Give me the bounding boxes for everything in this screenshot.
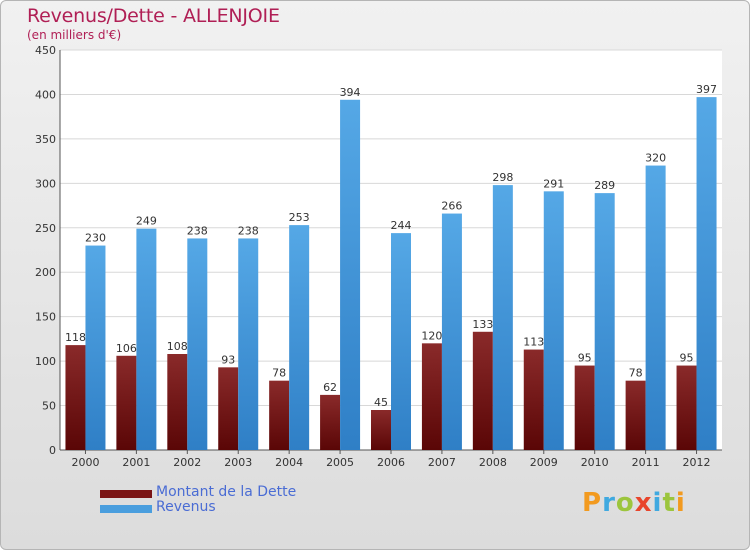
y-tick-label: 150: [35, 311, 56, 324]
y-tick-label: 300: [35, 177, 56, 190]
bar-dette: [472, 331, 493, 450]
data-label-revenus: 291: [543, 177, 564, 190]
legend-swatch-dette: [100, 490, 152, 498]
data-label-revenus: 244: [391, 219, 412, 232]
data-label-revenus: 394: [340, 86, 361, 99]
data-label-revenus: 249: [136, 215, 157, 228]
y-tick-label: 200: [35, 266, 56, 279]
data-label-dette: 78: [629, 367, 643, 380]
x-tick-label: 2008: [479, 456, 507, 469]
bar-revenus: [391, 233, 411, 450]
logo-letter: i: [675, 488, 686, 518]
bar-dette: [574, 365, 595, 450]
bar-revenus: [187, 238, 208, 450]
data-label-dette: 113: [523, 336, 544, 349]
y-tick-label: 350: [35, 133, 56, 146]
bar-dette: [371, 410, 391, 450]
bar-revenus: [543, 191, 564, 451]
bar-revenus: [340, 99, 361, 451]
data-label-dette: 106: [116, 342, 137, 355]
bar-revenus: [238, 238, 259, 450]
bar-dette: [625, 380, 646, 450]
data-label-dette: 93: [221, 353, 235, 366]
bar-dette: [167, 354, 188, 450]
logo-letter: i: [652, 488, 663, 518]
legend-label-dette: Montant de la Dette: [156, 484, 297, 500]
data-label-dette: 118: [65, 331, 86, 344]
x-tick-label: 2012: [683, 456, 711, 469]
x-tick-label: 2011: [632, 456, 660, 469]
bar-revenus: [492, 185, 513, 450]
logo-letter: r: [602, 488, 616, 518]
x-tick-label: 2005: [326, 456, 354, 469]
bar-dette: [523, 349, 544, 450]
data-label-dette: 78: [272, 367, 286, 380]
logo-letter: o: [615, 488, 635, 518]
data-label-dette: 108: [167, 340, 188, 353]
data-label-dette: 120: [421, 329, 442, 342]
bar-dette: [421, 343, 442, 450]
data-label-dette: 45: [374, 396, 388, 409]
x-tick-label: 2006: [377, 456, 405, 469]
bar-dette: [116, 355, 137, 450]
x-tick-label: 2007: [428, 456, 456, 469]
logo-letter: P: [582, 488, 603, 518]
data-label-revenus: 397: [696, 83, 717, 96]
bar-revenus: [594, 193, 615, 450]
data-label-revenus: 266: [441, 200, 462, 213]
chart-title: Revenus/Dette - ALLENJOIE: [27, 5, 280, 27]
y-tick-label: 50: [42, 400, 56, 413]
data-label-revenus: 298: [492, 171, 513, 184]
legend-label-revenus: Revenus: [156, 499, 216, 515]
x-tick-label: 2010: [581, 456, 609, 469]
data-label-revenus: 238: [238, 224, 259, 237]
bar-revenus: [696, 97, 717, 450]
bar-dette: [218, 367, 239, 450]
bar-dette: [65, 345, 86, 450]
bar-revenus: [136, 228, 157, 450]
data-label-revenus: 320: [645, 152, 666, 165]
y-tick-label: 400: [35, 88, 56, 101]
y-tick-label: 0: [49, 444, 56, 457]
proxiti-logo: Proxiti: [582, 488, 686, 518]
bar-revenus: [441, 213, 462, 450]
data-label-revenus: 253: [289, 211, 310, 224]
data-label-dette: 62: [323, 381, 337, 394]
x-tick-label: 2002: [173, 456, 201, 469]
bar-dette: [676, 365, 697, 450]
chart-subtitle: (en milliers d'€): [27, 28, 122, 42]
legend-swatch-revenus: [100, 505, 152, 513]
data-label-revenus: 238: [187, 224, 208, 237]
x-tick-label: 2004: [275, 456, 303, 469]
logo-letter: t: [662, 488, 676, 518]
data-label-revenus: 289: [594, 179, 615, 192]
data-label-dette: 95: [578, 352, 592, 365]
x-tick-label: 2009: [530, 456, 558, 469]
x-tick-label: 2001: [122, 456, 150, 469]
y-tick-label: 450: [35, 44, 56, 57]
bar-revenus: [289, 225, 310, 450]
bar-dette: [320, 394, 341, 450]
data-label-dette: 133: [472, 318, 493, 331]
bar-revenus: [645, 165, 666, 451]
x-tick-label: 2000: [71, 456, 99, 469]
logo-letter: x: [634, 488, 653, 518]
x-tick-label: 2003: [224, 456, 252, 469]
y-tick-label: 250: [35, 222, 56, 235]
y-tick-label: 100: [35, 355, 56, 368]
bar-dette: [269, 380, 290, 450]
bar-revenus: [85, 245, 106, 450]
data-label-dette: 95: [680, 352, 694, 365]
data-label-revenus: 230: [85, 232, 106, 245]
